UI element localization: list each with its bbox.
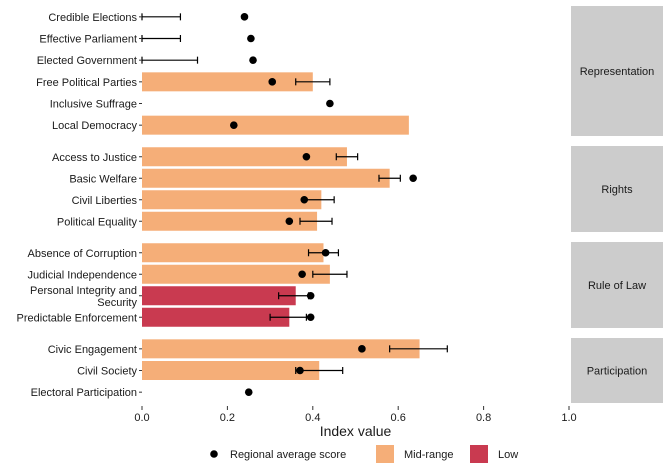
panel-strip	[571, 242, 663, 328]
row-label-line: Local Democracy	[52, 120, 137, 132]
row-label-line: Civil Society	[77, 366, 137, 378]
row-label-line: Absence of Corruption	[28, 248, 137, 260]
bar	[142, 307, 290, 327]
regional-average-point	[321, 248, 330, 257]
x-tick-label: 0.2	[220, 412, 235, 424]
regional-average-point	[358, 345, 366, 353]
bar	[142, 190, 322, 210]
row-label: Predictable Enforcement	[17, 312, 137, 324]
bar	[142, 115, 409, 135]
x-tick-label: 0.6	[391, 412, 406, 424]
row-label: Judicial Independence	[28, 269, 137, 281]
row-label-line: Civic Engagement	[48, 344, 137, 356]
bar	[142, 361, 320, 380]
row-label: Inclusive Suffrage	[50, 99, 137, 111]
bar	[142, 147, 347, 167]
row-label: Access to Justice	[52, 152, 137, 164]
legend: Regional average score Mid-range Low	[210, 445, 518, 463]
x-tick-label: 1.0	[561, 412, 576, 424]
regional-average-point	[409, 174, 417, 183]
panel-strip	[571, 338, 663, 403]
panel-strip	[571, 146, 663, 232]
bar	[142, 243, 324, 263]
legend-key-swatch	[376, 445, 394, 463]
panel-strip-label: Representation	[580, 66, 655, 78]
row-label-line: Security	[97, 297, 137, 309]
regional-average-point	[240, 13, 249, 21]
legend-key-dot	[210, 450, 218, 458]
row-label: Political Equality	[57, 216, 138, 228]
row-label-line: Effective Parliament	[39, 34, 137, 46]
legend-label: Mid-range	[404, 449, 454, 461]
regional-average-point	[298, 270, 306, 279]
row-label-line: Basic Welfare	[69, 173, 137, 185]
row-label-line: Credible Elections	[48, 12, 137, 24]
regional-average-point	[300, 195, 309, 204]
bar	[142, 211, 318, 231]
x-tick-label: 0.0	[134, 412, 149, 424]
legend-label: Low	[498, 449, 518, 461]
row-label: Effective Parliament	[39, 34, 137, 46]
x-axis-label: Index value	[320, 423, 392, 439]
row-label: Credible Elections	[48, 12, 137, 24]
regional-average-point	[306, 313, 315, 322]
row-label: Civil Liberties	[72, 195, 138, 207]
row-label: Civil Society	[77, 366, 137, 378]
x-axis: 0.0 0.2 0.4 0.6 0.8 1.0 Index value	[134, 406, 577, 439]
row-label-line: Access to Justice	[52, 152, 137, 164]
row-label-line: Personal Integrity and	[30, 285, 137, 297]
row-label: Absence of Corruption	[28, 248, 137, 260]
regional-average-point	[244, 388, 253, 396]
legend-label: Regional average score	[230, 449, 346, 461]
bar	[142, 264, 330, 284]
regional-average-point	[285, 217, 294, 226]
x-tick-label: 0.4	[305, 412, 320, 424]
row-label: Civic Engagement	[48, 344, 137, 356]
regional-average-point	[247, 34, 255, 43]
row-label-line: Predictable Enforcement	[17, 312, 137, 324]
row-label-line: Political Equality	[57, 216, 138, 228]
regional-average-point	[249, 56, 257, 64]
bar	[142, 72, 313, 92]
row-label-line: Electoral Participation	[31, 387, 137, 399]
bar	[142, 168, 390, 188]
bar	[142, 286, 296, 306]
bar	[142, 339, 420, 359]
plot-area: Credible Elections Effective Parliament El…	[17, 12, 448, 399]
row-label-line: Judicial Independence	[28, 269, 137, 281]
row-label: Local Democracy	[52, 120, 137, 132]
row-label: Free Political Parties	[36, 77, 137, 89]
row-label: Personal Integrity and Security	[30, 285, 138, 309]
row-label-line: Elected Government	[37, 55, 137, 67]
panel-strips: Representation Rights Rule of Law Participa…	[571, 6, 663, 403]
legend-key-swatch	[470, 445, 488, 463]
row-label: Basic Welfare	[69, 173, 137, 185]
row-label: Elected Government	[37, 55, 137, 67]
panel-strip	[571, 6, 663, 136]
regional-average-point	[326, 99, 334, 108]
panel-strip-label: Rule of Law	[588, 280, 646, 292]
regional-average-point	[296, 366, 304, 375]
regional-average-point	[268, 78, 277, 86]
regional-average-point	[230, 121, 238, 129]
panel-strip-label: Participation	[587, 366, 648, 378]
regional-average-point	[306, 291, 315, 300]
x-tick-label: 0.8	[476, 412, 491, 424]
panel-strip-label: Rights	[601, 184, 633, 196]
regional-average-point	[302, 152, 311, 161]
row-label: Electoral Participation	[31, 387, 137, 399]
row-label-line: Civil Liberties	[72, 195, 138, 207]
row-label-line: Inclusive Suffrage	[50, 99, 137, 111]
row-label-line: Free Political Parties	[36, 77, 137, 89]
